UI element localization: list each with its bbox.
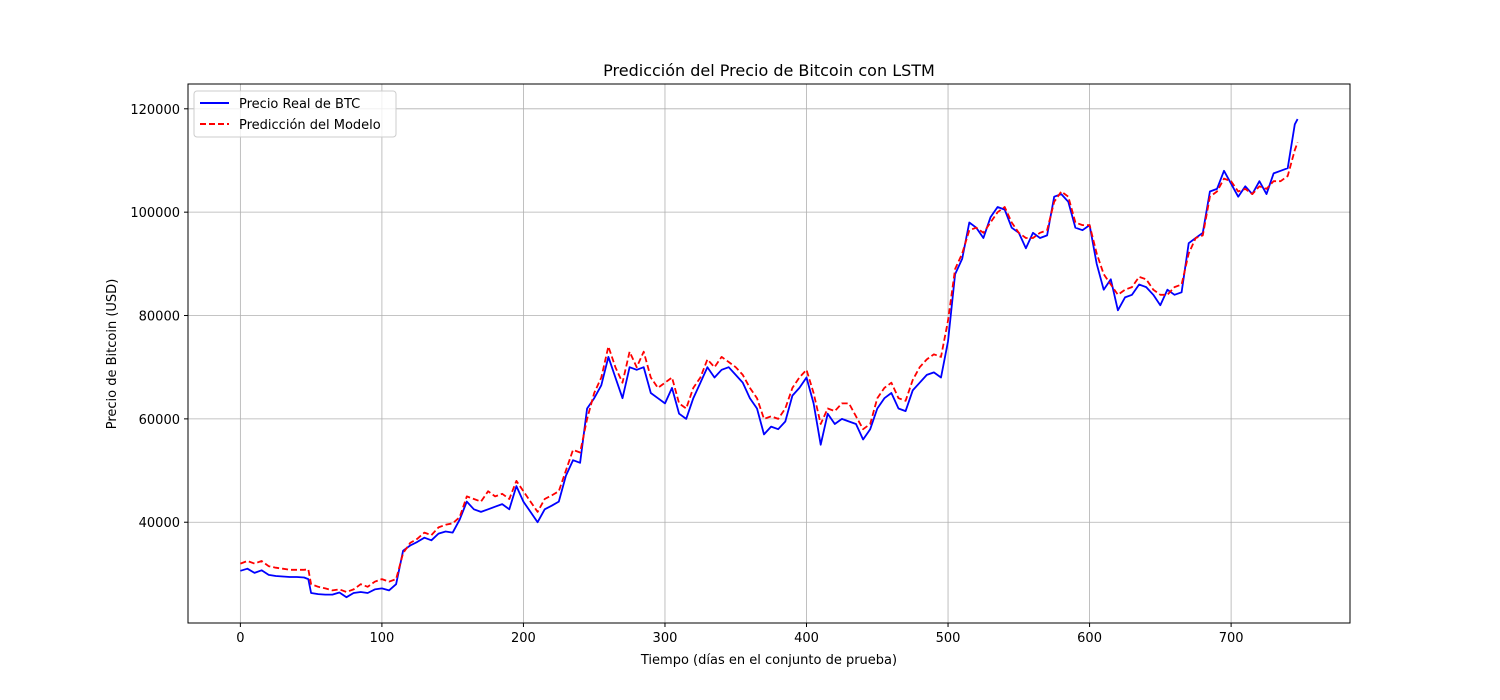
legend-box: [193, 90, 397, 138]
series-lines: [240, 118, 1299, 599]
x-tick-label: 300: [653, 631, 678, 646]
x-tick-label: 600: [1077, 631, 1102, 646]
x-tick-label: 0: [236, 631, 244, 646]
y-tick-label: 100000: [130, 206, 180, 221]
y-axis-label: Precio de Bitcoin (USD): [105, 279, 120, 430]
legend-label-prediction: Predicción del Modelo: [239, 118, 381, 133]
x-tick-label: 200: [511, 631, 536, 646]
y-tick-label: 120000: [130, 103, 180, 118]
y-tick-label: 60000: [139, 413, 180, 428]
y-tick-label: 40000: [139, 516, 180, 531]
series-line-model-prediction: [240, 142, 1299, 593]
plot-area-frame: [187, 83, 1351, 624]
series-line-real-price: [240, 118, 1299, 599]
x-tick-label: 700: [1219, 631, 1244, 646]
x-tick-label: 100: [369, 631, 394, 646]
legend-label-real: Precio Real de BTC: [239, 97, 360, 112]
chart-title: Predicción del Precio de Bitcoin con LST…: [603, 61, 935, 80]
y-tick-label: 80000: [139, 310, 180, 325]
x-tick-label: 500: [936, 631, 961, 646]
x-axis-label: Tiempo (días en el conjunto de prueba): [640, 653, 897, 668]
axis-ticks: 0 100 200 300 400 500 600 700 40000 60000 80000 100…: [130, 103, 1243, 646]
x-tick-label: 400: [794, 631, 819, 646]
legend: Precio Real de BTC Predicción del Modelo: [193, 90, 397, 138]
grid: [188, 84, 1350, 623]
